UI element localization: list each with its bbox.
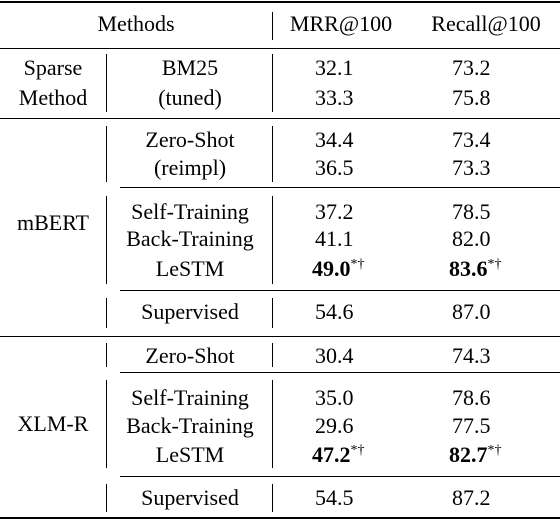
significance-mark: *† [350,443,365,458]
xlmr-left-bar-3 [106,484,107,512]
mbert-zeroshot-rule [120,187,560,188]
mrr-value: 34.4 [315,127,354,152]
mrr-value: 54.5 [315,485,354,510]
mbert-right-bar-3 [272,298,273,328]
header-rule [0,48,560,49]
header-recall: Recall@100 [431,11,541,36]
method-name: BM25 [161,55,219,80]
mbert-training-rule [120,290,560,291]
method-name: Zero-Shot [145,343,235,368]
mrr-number: 49.0 [312,256,351,281]
mrr-value: 35.0 [315,385,354,410]
group-label-sparse-line1: Sparse [23,55,83,80]
mbert-left-bar-1 [106,126,107,182]
mrr-value: 41.1 [315,226,354,251]
recall-value: 87.0 [452,299,491,324]
recall-value: 73.2 [452,55,491,80]
significance-mark: *† [350,257,365,272]
header-separator [272,12,273,40]
method-name: (reimpl) [153,155,227,180]
recall-value: 87.2 [452,485,491,510]
recall-value: 73.3 [452,155,491,180]
mrr-value: 29.6 [315,413,354,438]
mrr-number: 47.2 [312,442,351,467]
method-name: Supervised [141,299,239,324]
xlmr-right-bar-3 [272,484,273,512]
recall-value: 75.8 [452,85,491,110]
method-name: Zero-Shot [145,127,235,152]
method-name: Self-Training [131,199,249,224]
mrr-value: 32.1 [315,55,354,80]
group-label-sparse-line2: Method [18,85,88,110]
header-methods: Methods [97,11,175,36]
method-name: Back-Training [126,226,254,251]
method-name: (tuned) [158,85,222,110]
recall-value: 78.5 [452,199,491,224]
significance-mark: *† [487,257,502,272]
mbert-bottom-rule [0,336,560,337]
xlmr-left-bar-1 [106,343,107,367]
recall-number: 83.6 [449,256,488,281]
method-name: Supervised [141,485,239,510]
mbert-right-bar-2 [272,196,273,284]
mrr-value: 33.3 [315,85,354,110]
bottom-rule [0,517,560,519]
mrr-value: 37.2 [315,199,354,224]
group-label-xlmr: XLM-R [17,411,89,436]
mbert-right-bar-1 [272,126,273,182]
xlmr-zeroshot-rule [120,372,560,373]
recall-value: 77.5 [452,413,491,438]
xlmr-training-rule [120,476,560,477]
header-mrr: MRR@100 [289,11,393,36]
xlmr-right-bar-1 [272,343,273,367]
mrr-value-best: 49.0*† [312,255,365,283]
method-name: LeSTM [155,442,225,467]
sparse-left-bar [106,54,107,112]
recall-value: 78.6 [452,385,491,410]
sparse-right-bar [272,54,273,112]
significance-mark: *† [487,443,502,458]
mrr-value: 30.4 [315,343,354,368]
sparse-bottom-rule [0,118,560,119]
method-name: LeSTM [155,256,225,281]
mrr-value: 36.5 [315,155,354,180]
method-name: Self-Training [131,385,249,410]
xlmr-right-bar-2 [272,380,273,468]
recall-value-best: 83.6*† [449,255,502,283]
mrr-value-best: 47.2*† [312,441,365,469]
recall-value: 82.0 [452,226,491,251]
mbert-left-bar-2 [106,196,107,284]
mbert-left-bar-3 [106,298,107,328]
group-label-mbert: mBERT [16,210,89,235]
recall-number: 82.7 [449,442,488,467]
top-rule [0,1,560,3]
recall-value-best: 82.7*† [449,441,502,469]
recall-value: 73.4 [452,127,491,152]
recall-value: 74.3 [452,343,491,368]
method-name: Back-Training [126,413,254,438]
xlmr-left-bar-2 [106,380,107,468]
mrr-value: 54.6 [315,299,354,324]
